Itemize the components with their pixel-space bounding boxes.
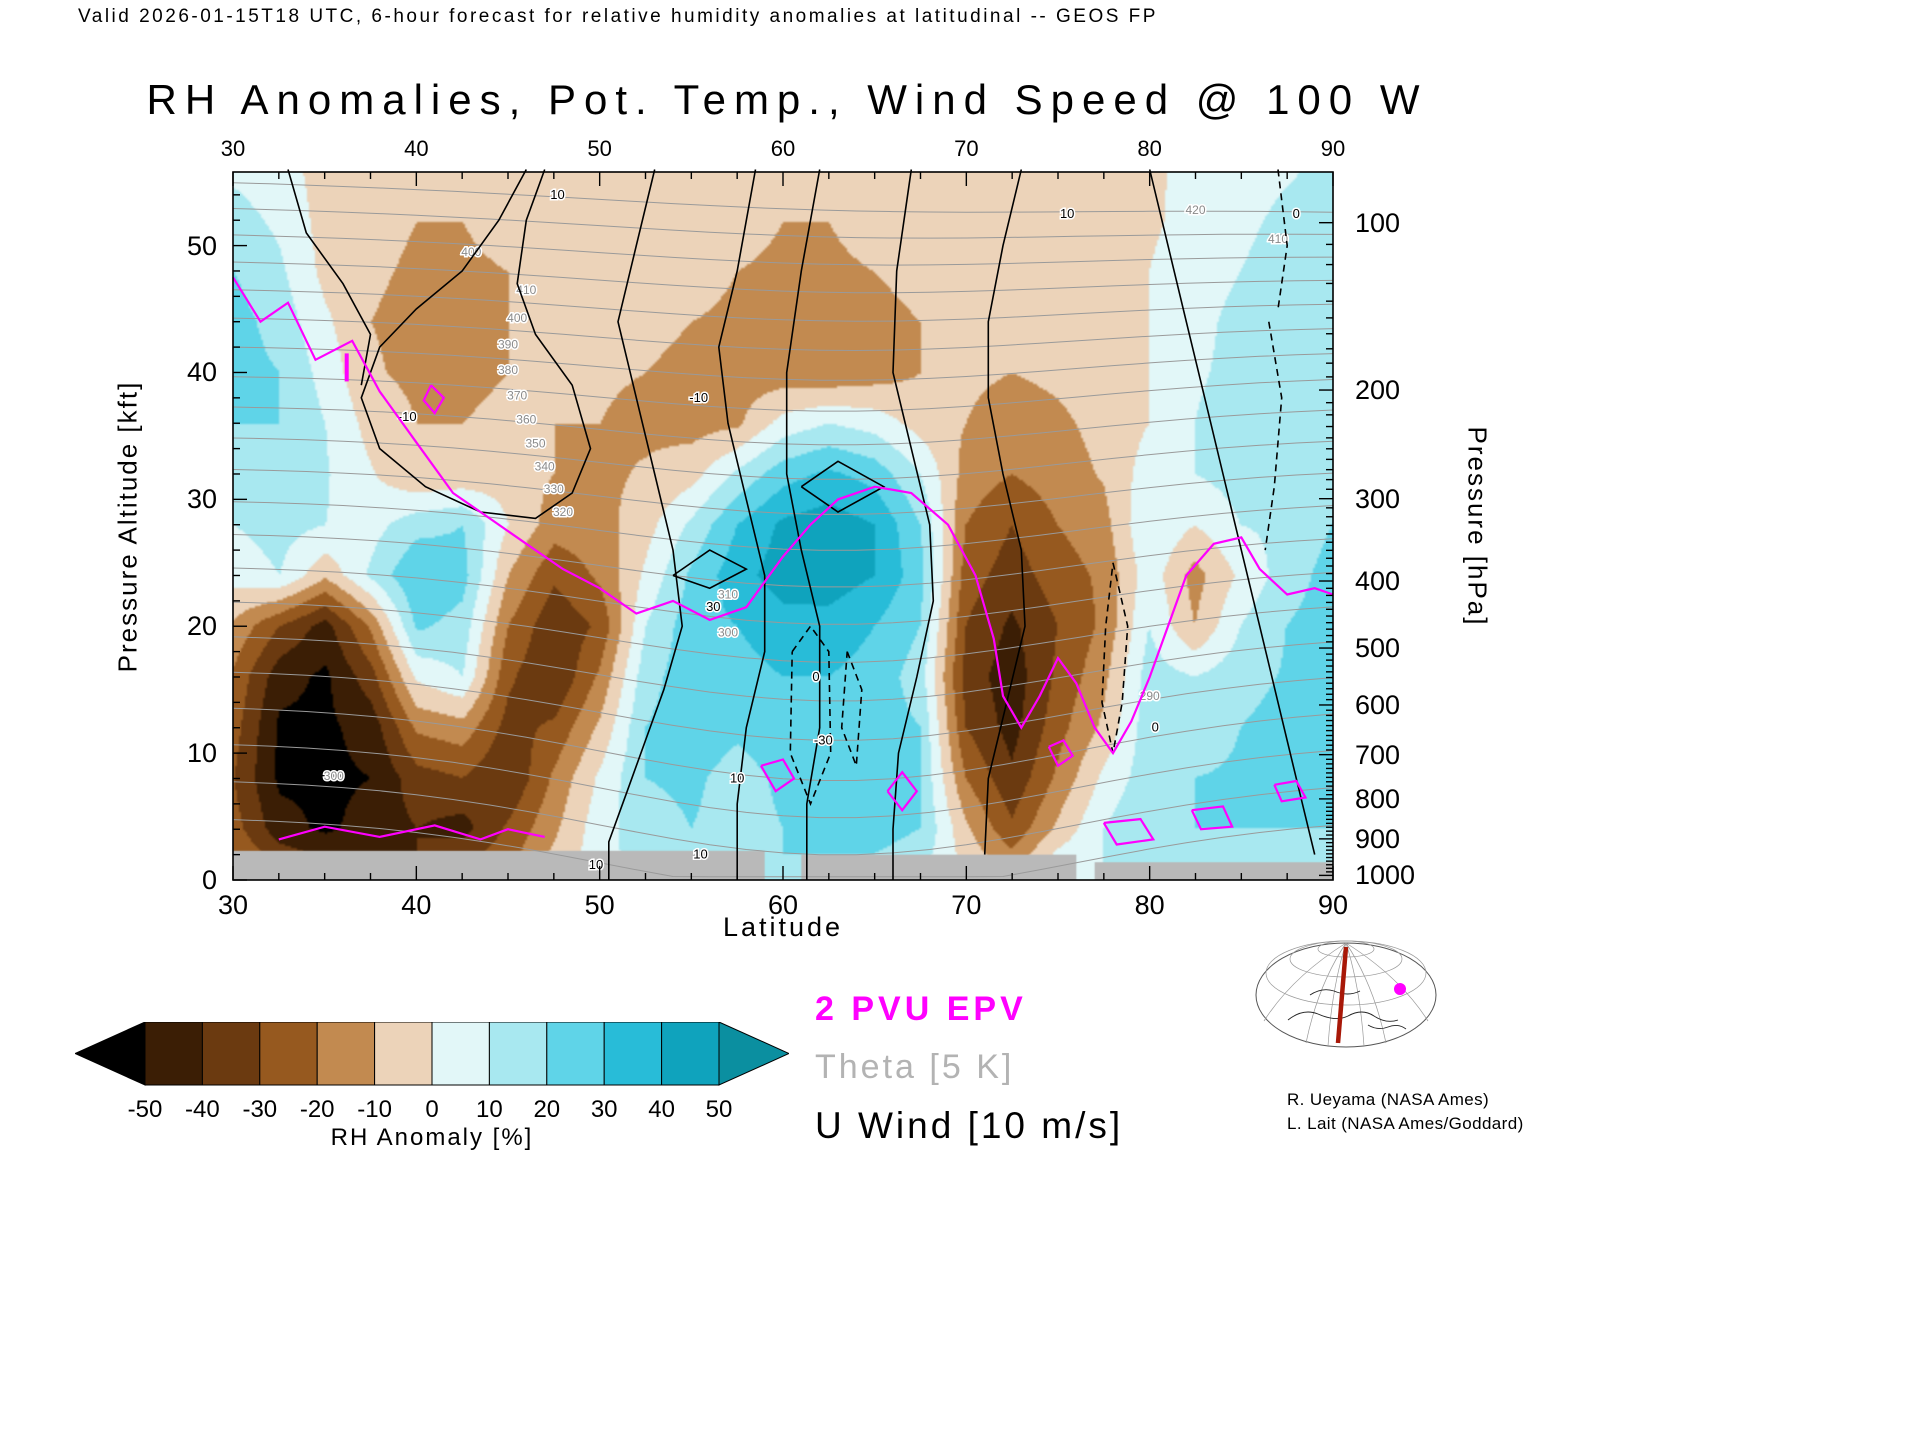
x-tick-label: 60	[767, 890, 799, 920]
y-right-tick-label: 700	[1355, 739, 1401, 770]
x-top-tick-label: 70	[954, 136, 979, 161]
globe-coastlines	[1287, 989, 1407, 1030]
credit-line-1: R. Ueyama (NASA Ames)	[1287, 1090, 1490, 1109]
x-top-tick-label: 50	[587, 136, 612, 161]
colorbar-tick-label: -30	[242, 1096, 278, 1123]
colorbar-tick-label: -10	[357, 1096, 392, 1123]
x-tick-label: 80	[1134, 890, 1165, 920]
y-right-tick-label: 1000	[1355, 860, 1416, 891]
colorbar-tick-label: -40	[185, 1096, 220, 1123]
colorbar-tick-label: 10	[476, 1096, 503, 1123]
y-right-tick-label: 800	[1355, 783, 1401, 814]
x-top-tick-label: 40	[404, 136, 429, 161]
colorbar-shape	[75, 1022, 789, 1086]
y-left-tick-label: 30	[186, 484, 217, 515]
credit-line-2: L. Lait (NASA Ames/Goddard)	[1287, 1114, 1524, 1133]
y-right-tick-label: 500	[1355, 633, 1401, 664]
y-left-tick-label: 10	[186, 738, 217, 769]
y-right-tick-label: 200	[1355, 375, 1401, 406]
colorbar	[75, 1022, 789, 1086]
colorbar-tick-label: -20	[299, 1096, 335, 1123]
x-tick-label: 40	[401, 890, 432, 920]
x-tick-label: 70	[951, 890, 982, 920]
colorbar-tick-label: 20	[533, 1096, 561, 1123]
x-top-tick-label: 30	[220, 136, 246, 161]
chart-title: RH Anomalies, Pot. Temp., Wind Speed @ 1…	[146, 76, 1428, 123]
y-right-tick-label: 300	[1355, 483, 1401, 514]
map-inset-globe	[1255, 940, 1437, 1048]
globe-graticule	[1263, 940, 1429, 1047]
x-tick-label: 90	[1317, 890, 1349, 920]
colorbar-tick-label: -50	[127, 1096, 163, 1123]
cross-section-track	[1335, 946, 1349, 1044]
y-left-axis-title: Pressure Altitude [kft]	[112, 380, 143, 673]
y-right-tick-label: 100	[1355, 207, 1401, 238]
x-tick-label: 30	[217, 890, 249, 920]
x-axis-title: Latitude	[722, 912, 844, 942]
colorbar-tick-label: 30	[590, 1096, 618, 1123]
y-left-tick-label: 40	[186, 357, 217, 388]
colorbar-tick-label: 50	[705, 1096, 733, 1123]
colorbar-label: RH Anomaly [%]	[330, 1124, 534, 1151]
x-tick-label: 50	[584, 890, 615, 920]
y-left-tick-label: 20	[186, 611, 217, 642]
valid-line: Valid 2026-01-15T18 UTC, 6-hour forecast…	[78, 6, 1158, 27]
y-right-tick-label: 400	[1355, 566, 1401, 596]
location-dot	[1394, 983, 1406, 995]
rh-anomaly-heatmap	[233, 172, 1333, 880]
x-top-tick-label: 60	[770, 136, 796, 161]
x-top-tick-label: 80	[1137, 136, 1162, 161]
y-right-tick-label: 600	[1355, 689, 1401, 720]
y-left-tick-label: 0	[201, 865, 217, 895]
legend-pvu-epv: 2 PVU EPV	[815, 990, 1027, 1028]
y-right-axis-title: Pressure [hPa]	[1462, 426, 1493, 627]
y-right-tick-label: 900	[1355, 823, 1401, 854]
colorbar-tick-label: 40	[648, 1096, 675, 1123]
colorbar-tick-label: 0	[425, 1096, 439, 1123]
legend-u-wind: U Wind [10 m/s]	[815, 1105, 1124, 1146]
y-left-tick-label: 50	[186, 230, 217, 261]
legend-theta: Theta [5 K]	[815, 1048, 1015, 1086]
x-top-tick-label: 90	[1320, 136, 1346, 161]
